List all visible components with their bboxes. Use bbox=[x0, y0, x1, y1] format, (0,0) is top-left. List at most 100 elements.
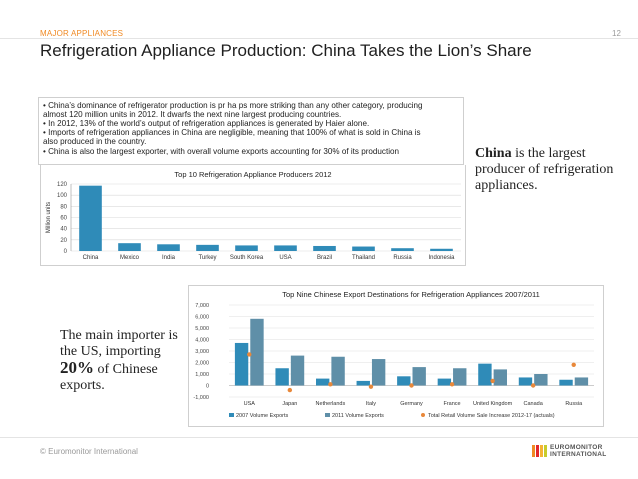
x-tick-label: Mexico bbox=[120, 255, 140, 261]
copyright: © Euromonitor International bbox=[40, 447, 138, 456]
y-tick-label: 80 bbox=[60, 204, 67, 210]
bar-2011 bbox=[534, 374, 548, 386]
page-number: 12 bbox=[612, 29, 621, 38]
scatter-point bbox=[530, 383, 536, 388]
scatter-point bbox=[247, 352, 252, 357]
x-tick-label: Russia bbox=[565, 401, 583, 407]
bar bbox=[118, 243, 141, 251]
x-tick-label: USA bbox=[244, 401, 256, 407]
y-tick-label: 100 bbox=[57, 193, 68, 199]
x-tick-label: Brazil bbox=[317, 255, 332, 261]
y-tick-label: 3,000 bbox=[195, 349, 209, 355]
bar-2011 bbox=[453, 368, 467, 386]
page-title: Refrigeration Appliance Production: Chin… bbox=[40, 41, 532, 60]
y-tick-label: 1,000 bbox=[195, 372, 209, 378]
legend-label: Total Retail Volume Sale Increase 2012-1… bbox=[428, 413, 555, 419]
bullet-line: almost 120 million units in 2012. It dwa… bbox=[43, 110, 342, 119]
bar bbox=[313, 245, 336, 251]
x-tick-label: Netherlands bbox=[316, 401, 346, 407]
x-tick-label: India bbox=[162, 255, 176, 261]
y-tick-label: 5,000 bbox=[195, 326, 209, 332]
bottom-divider bbox=[0, 437, 638, 438]
x-tick-label: Canada bbox=[524, 401, 544, 407]
china-callout: China is the largest producer of refrige… bbox=[475, 146, 615, 194]
euromonitor-logo-icon bbox=[532, 445, 547, 457]
bullet-line: also produced in the country. bbox=[43, 137, 147, 146]
scatter-point bbox=[287, 387, 293, 393]
bar-2007 bbox=[478, 363, 492, 386]
bar bbox=[391, 248, 414, 251]
producers-chart-frame: Top 10 Refrigeration Appliance Producers… bbox=[40, 165, 466, 266]
bar-2011 bbox=[574, 377, 589, 386]
legend-label: 2007 Volume Exports bbox=[236, 413, 289, 419]
x-tick-label: Turkey bbox=[198, 255, 216, 261]
x-tick-label: China bbox=[83, 255, 99, 261]
scatter-point bbox=[490, 378, 495, 384]
y-tick-label: 6,000 bbox=[195, 315, 209, 321]
producers-chart: Top 10 Refrigeration Appliance Producers… bbox=[46, 170, 461, 261]
bullet-line: • China is also the largest exporter, wi… bbox=[43, 147, 399, 156]
bar-2007 bbox=[234, 342, 249, 386]
bar-2007 bbox=[397, 376, 411, 386]
y-tick-label: 2,000 bbox=[195, 361, 209, 367]
bar-2011 bbox=[493, 369, 507, 386]
x-tick-label: Russia bbox=[393, 255, 412, 261]
section-label: MAJOR APPLIANCES bbox=[40, 29, 124, 38]
bullet-line: • In 2012, 13% of the world’s output of … bbox=[43, 119, 370, 128]
x-tick-label: Japan bbox=[282, 401, 297, 407]
bar-2007 bbox=[356, 380, 370, 386]
logo-text-line2: INTERNATIONAL bbox=[550, 451, 607, 458]
bar bbox=[79, 185, 102, 251]
x-tick-label: South Korea bbox=[230, 255, 264, 261]
y-tick-label: 7,000 bbox=[195, 303, 209, 309]
chart-title: Top Nine Chinese Export Destinations for… bbox=[282, 290, 540, 299]
bar-2011 bbox=[331, 356, 345, 386]
exports-chart: Top Nine Chinese Export Destinations for… bbox=[193, 290, 594, 419]
y-tick-label: 60 bbox=[60, 216, 67, 222]
scatter-point bbox=[449, 382, 455, 387]
x-tick-label: Italy bbox=[366, 401, 376, 407]
y-axis-label: Million units bbox=[46, 202, 52, 233]
us-callout-percent: 20% bbox=[60, 358, 94, 377]
legend-swatch bbox=[325, 413, 330, 417]
bar bbox=[274, 245, 297, 251]
chart-title: Top 10 Refrigeration Appliance Producers… bbox=[174, 170, 331, 179]
scatter-point bbox=[409, 383, 414, 388]
china-callout-text: is the largest producer of refrigeration… bbox=[475, 146, 614, 193]
y-tick-label: 120 bbox=[57, 182, 68, 188]
bar bbox=[430, 248, 453, 251]
bar-2007 bbox=[559, 379, 573, 386]
top-divider bbox=[0, 38, 638, 39]
y-tick-label: 40 bbox=[60, 227, 67, 233]
bar bbox=[235, 245, 258, 251]
x-tick-label: United Kingdom bbox=[473, 401, 513, 407]
x-tick-label: USA bbox=[279, 255, 291, 261]
bullet-line: • China’s dominance of refrigerator prod… bbox=[43, 101, 423, 110]
scatter-point bbox=[571, 362, 576, 367]
bar-2007 bbox=[518, 377, 533, 386]
bullet-box: • China’s dominance of refrigerator prod… bbox=[38, 97, 464, 165]
y-tick-label: 4,000 bbox=[195, 338, 209, 344]
y-tick-label: -1,000 bbox=[193, 395, 209, 401]
bullet-line: • Imports of refrigeration appliances in… bbox=[43, 128, 421, 137]
bar-2011 bbox=[250, 318, 264, 386]
bar-2011 bbox=[371, 359, 386, 386]
us-callout: The main importer is the US, importing 2… bbox=[60, 328, 188, 394]
us-callout-text-end: of Chinese exports. bbox=[60, 362, 158, 393]
y-tick-label: 20 bbox=[60, 238, 67, 244]
exports-chart-frame: Top Nine Chinese Export Destinations for… bbox=[188, 285, 604, 427]
scatter-point bbox=[368, 384, 374, 389]
bar bbox=[196, 244, 219, 251]
china-callout-bold: China bbox=[475, 146, 512, 161]
legend-swatch bbox=[229, 413, 234, 417]
x-tick-label: Thailand bbox=[352, 255, 375, 261]
legend-swatch bbox=[421, 413, 425, 417]
legend-label: 2011 Volume Exports bbox=[332, 413, 384, 419]
logo-text-line1: EUROMONITOR bbox=[550, 444, 603, 451]
us-callout-text: The main importer is the US, importing bbox=[60, 328, 178, 359]
x-tick-label: Germany bbox=[400, 401, 423, 407]
bar bbox=[157, 244, 180, 251]
scatter-point bbox=[328, 382, 333, 387]
bar-2011 bbox=[290, 355, 305, 386]
bar-2007 bbox=[437, 378, 452, 386]
